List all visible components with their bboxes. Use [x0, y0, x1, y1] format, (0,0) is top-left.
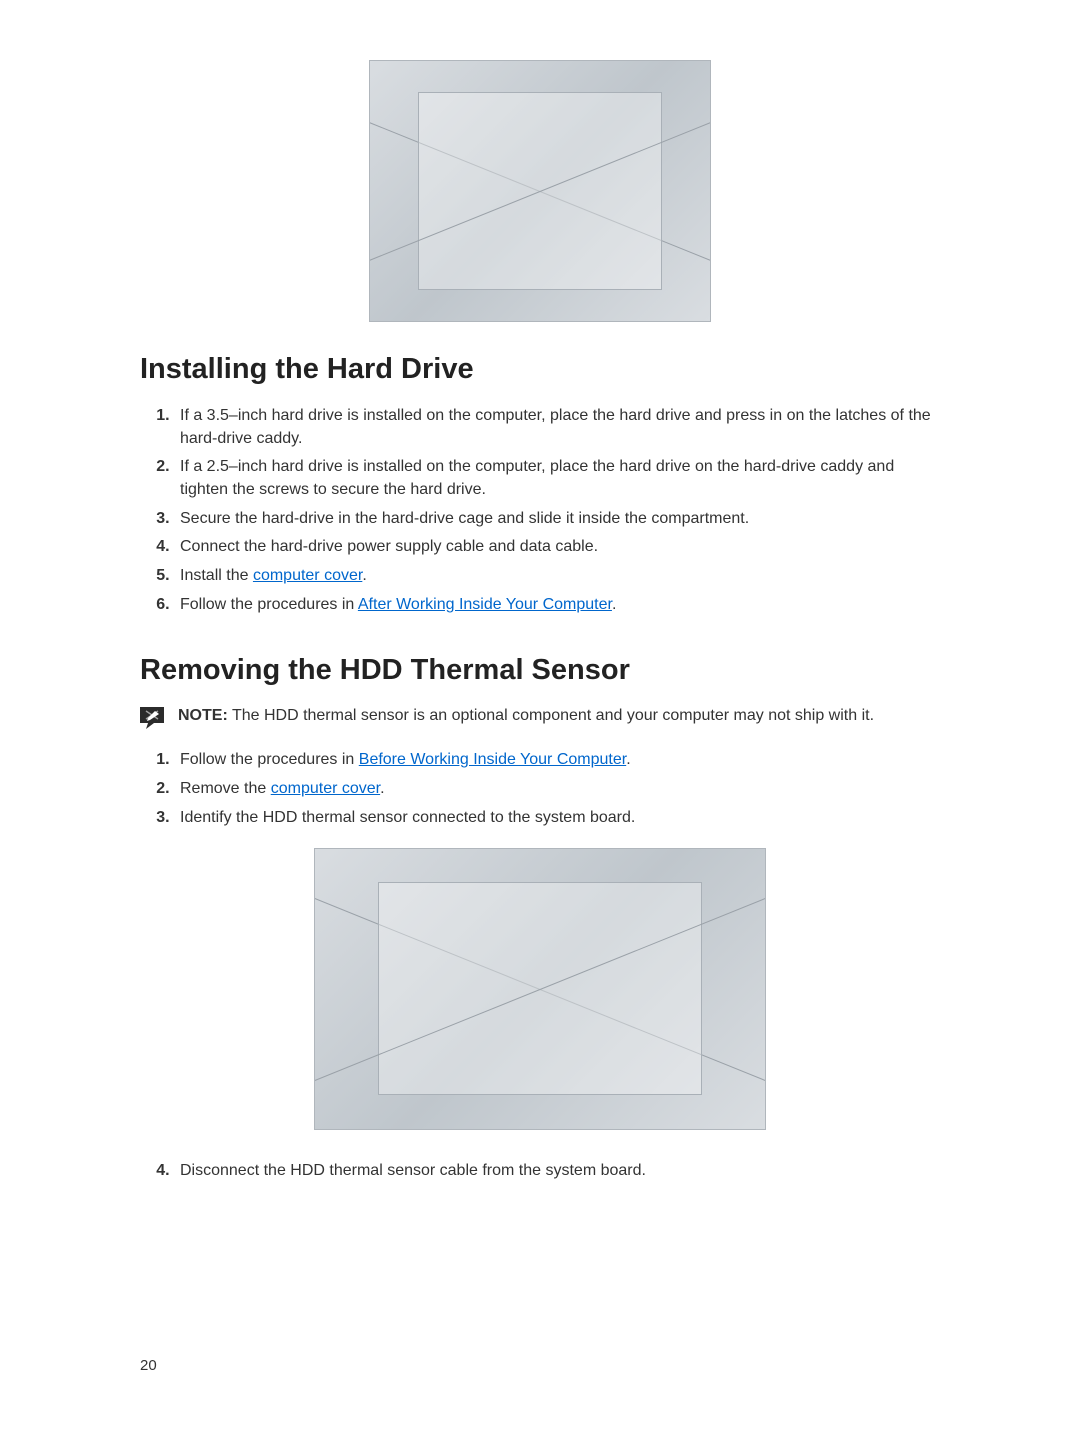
step-item: Install the computer cover. — [174, 565, 940, 588]
step-item: Remove the computer cover. — [174, 778, 940, 801]
hdd-sensor-image-placeholder — [314, 848, 766, 1130]
figure-hdd-thermal-sensor — [140, 848, 940, 1130]
heading-installing-hard-drive: Installing the Hard Drive — [140, 352, 940, 387]
steps-removing-hdd-sensor-part1: Follow the procedures in Before Working … — [140, 749, 940, 829]
steps-installing-hard-drive: If a 3.5–inch hard drive is installed on… — [140, 405, 940, 617]
step-text: . — [626, 751, 630, 768]
note-block: NOTE: The HDD thermal sensor is an optio… — [140, 705, 940, 729]
step-text: . — [612, 596, 616, 613]
steps-removing-hdd-sensor-part2: Disconnect the HDD thermal sensor cable … — [140, 1160, 940, 1183]
link-before-working-inside[interactable]: Before Working Inside Your Computer — [359, 751, 626, 768]
hard-drive-image-placeholder — [369, 60, 711, 322]
heading-removing-hdd-thermal-sensor: Removing the HDD Thermal Sensor — [140, 653, 940, 688]
step-item: Follow the procedures in After Working I… — [174, 594, 940, 617]
step-item: If a 2.5–inch hard drive is installed on… — [174, 456, 940, 501]
step-item: Connect the hard-drive power supply cabl… — [174, 536, 940, 559]
step-text: Follow the procedures in — [180, 751, 359, 768]
page-number: 20 — [140, 1357, 157, 1374]
note-label: NOTE: — [178, 707, 228, 724]
note-icon — [140, 707, 164, 729]
step-item: Follow the procedures in Before Working … — [174, 749, 940, 772]
note-body: The HDD thermal sensor is an optional co… — [228, 707, 874, 724]
figure-hard-drive — [140, 60, 940, 322]
step-item: Disconnect the HDD thermal sensor cable … — [174, 1160, 940, 1183]
step-text: . — [380, 780, 384, 797]
note-text: NOTE: The HDD thermal sensor is an optio… — [178, 705, 874, 728]
link-computer-cover[interactable]: computer cover — [271, 780, 380, 797]
step-item: Secure the hard-drive in the hard-drive … — [174, 508, 940, 531]
link-after-working-inside[interactable]: After Working Inside Your Computer — [358, 596, 612, 613]
step-text: Install the — [180, 567, 253, 584]
step-item: Identify the HDD thermal sensor connecte… — [174, 807, 940, 830]
step-item: If a 3.5–inch hard drive is installed on… — [174, 405, 940, 450]
step-text: Remove the — [180, 780, 271, 797]
link-computer-cover[interactable]: computer cover — [253, 567, 362, 584]
step-text: Follow the procedures in — [180, 596, 358, 613]
step-text: . — [362, 567, 366, 584]
